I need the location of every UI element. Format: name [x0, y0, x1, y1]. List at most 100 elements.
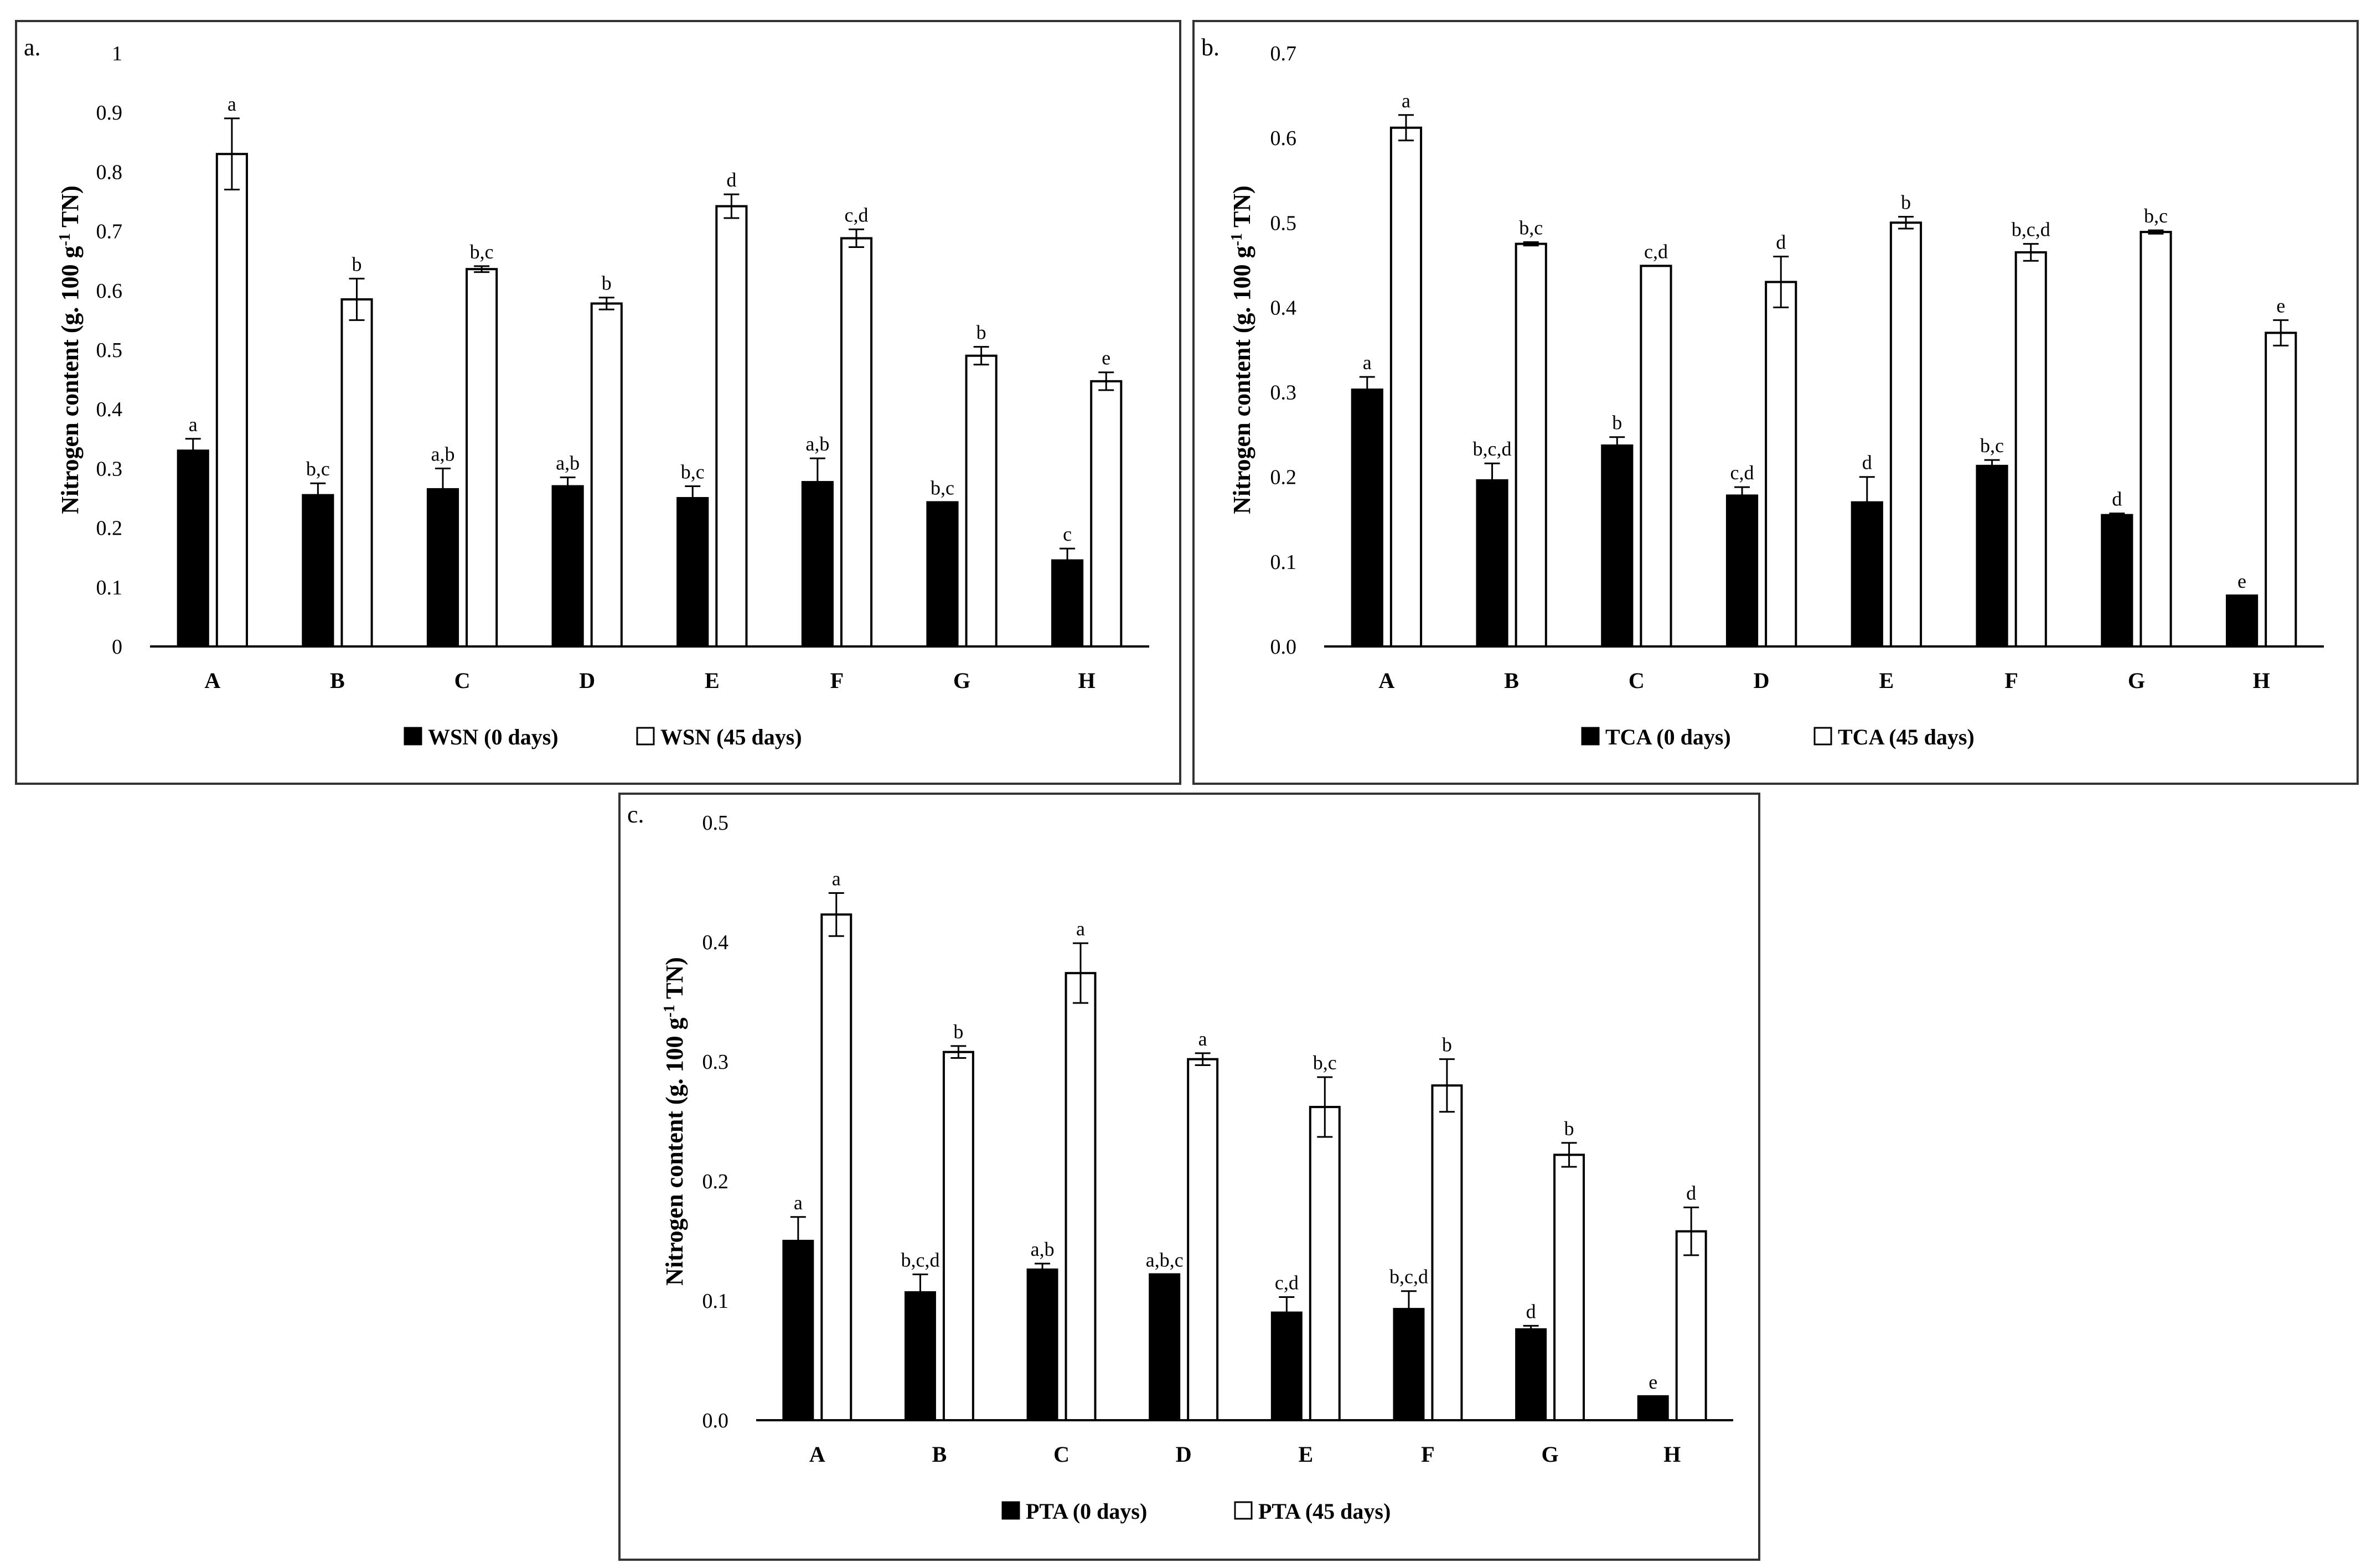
bar-d-series-1	[590, 302, 623, 648]
significance-letter: c	[1063, 523, 1072, 545]
significance-letter: e	[1102, 347, 1110, 369]
y-tick-label: 1	[112, 42, 122, 65]
bar-g-series-0	[1515, 1328, 1547, 1422]
legend: PTA (0 days) PTA (45 days)	[1001, 1499, 1391, 1524]
x-category-label: D	[579, 668, 595, 693]
significance-letter: a	[228, 93, 236, 115]
bar-a-series-1	[215, 153, 248, 648]
x-category-label: E	[1298, 1442, 1313, 1467]
bar-f-series-0	[801, 481, 834, 648]
significance-letter: c,d	[845, 204, 869, 226]
legend-swatch-1	[1234, 1501, 1253, 1520]
bar-f-series-1	[2014, 251, 2047, 648]
bar-g-series-0	[2101, 514, 2133, 648]
legend-swatch-1	[636, 727, 655, 746]
bar-d-series-0	[551, 485, 584, 648]
significance-letter: c,d	[1275, 1272, 1299, 1294]
x-category-label: B	[932, 1442, 947, 1467]
bar-h-series-0	[1637, 1395, 1669, 1422]
x-category-label: C	[1053, 1442, 1069, 1467]
y-tick-label: 0.6	[96, 280, 123, 303]
y-axis-title: Nitrogen content (g. 100 g-1 TN)	[1228, 185, 1256, 514]
x-category-label: G	[953, 668, 970, 693]
chart-panel-c: c. 0.0 0.1 0.2 0.3 0.4 0.5 Nitrogen content (g.…	[618, 793, 1760, 1561]
significance-letter: d	[726, 169, 736, 191]
y-tick-label: 0.7	[1270, 42, 1297, 65]
y-tick-label: 0.5	[96, 339, 123, 362]
significance-letter: b	[352, 253, 362, 275]
significance-letter: a	[1402, 90, 1410, 112]
y-tick-label: 0.2	[96, 517, 123, 540]
significance-letter: b,c	[1980, 434, 2004, 457]
significance-letter: b,c,d	[1473, 438, 1512, 460]
x-category-label: C	[1629, 668, 1645, 693]
significance-letter: b	[1901, 192, 1911, 214]
x-category-label: H	[1078, 668, 1096, 693]
significance-letter: c,d	[1644, 240, 1668, 262]
bar-a-series-1	[1389, 126, 1423, 648]
bar-b-series-0	[904, 1291, 936, 1421]
significance-letter: b,c,d	[2012, 219, 2050, 241]
bar-h-series-1	[2265, 332, 2297, 648]
bar-a-series-0	[1351, 388, 1383, 648]
x-category-label: H	[2253, 668, 2270, 693]
bar-a-series-1	[820, 913, 852, 1421]
y-tick-label: 0.5	[1270, 211, 1297, 235]
y-tick-label: 0.1	[702, 1290, 729, 1313]
x-category-label: E	[705, 668, 720, 693]
significance-letter: b,c	[931, 477, 954, 499]
y-tick-label: 0	[112, 635, 122, 659]
significance-letter: a	[1363, 351, 1372, 374]
y-axis-title: Nitrogen content (g. 100 g-1 TN)	[56, 185, 84, 514]
y-tick-label: 0.3	[1270, 381, 1297, 405]
significance-letter: b	[1442, 1034, 1452, 1056]
x-category-label: A	[204, 668, 220, 693]
bar-h-series-0	[2225, 594, 2259, 648]
chart-panel-a: a. 0 0.1 0.2 0.3 0.4 0.5 0.6 0.7 0.8 0.9 1 Nitrogen …	[15, 20, 1181, 785]
panel-label-b: b.	[1201, 34, 1219, 61]
significance-letter: b	[1564, 1117, 1574, 1140]
significance-letter: a	[1076, 918, 1085, 940]
x-category-label: E	[1879, 668, 1894, 693]
x-category-label: D	[1176, 1442, 1192, 1467]
bar-f-series-1	[840, 237, 873, 648]
y-tick-label: 0.8	[96, 161, 123, 184]
y-tick-label: 0.2	[702, 1170, 729, 1193]
chart-b-svg: b. 0.0 0.1 0.2 0.3 0.4 0.5 0.6 0.7 Nitrogen conte…	[1201, 34, 2324, 749]
significance-letter: d	[1686, 1182, 1696, 1204]
significance-letter: b	[602, 272, 612, 294]
significance-letter: a	[794, 1192, 803, 1214]
significance-letter: a,b	[556, 452, 580, 474]
significance-letter: b,c,d	[1389, 1266, 1428, 1288]
y-tick-label: 0.3	[702, 1050, 729, 1074]
y-tick-label: 0.1	[96, 576, 123, 599]
y-tick-label: 0.5	[702, 811, 729, 835]
bar-d-series-0	[1725, 494, 1759, 648]
x-category-label: F	[1421, 1442, 1434, 1467]
significance-letter: d	[1526, 1300, 1536, 1322]
significance-letter: b,c,d	[901, 1249, 939, 1271]
bar-b-series-1	[340, 298, 373, 648]
y-tick-label: 0.0	[1270, 635, 1297, 659]
x-category-label: A	[809, 1442, 825, 1467]
bar-d-series-0	[1149, 1273, 1181, 1421]
legend-label-0: WSN (0 days)	[428, 725, 559, 749]
chart-a-svg: a. 0 0.1 0.2 0.3 0.4 0.5 0.6 0.7 0.8 0.9 1 Nitrogen …	[24, 34, 1149, 749]
y-tick-label: 0.4	[96, 398, 123, 421]
bar-e-series-1	[715, 205, 748, 648]
bar-b-series-0	[302, 494, 334, 648]
significance-letter: b	[976, 322, 986, 344]
x-category-label: F	[2004, 668, 2018, 693]
legend-swatch-0	[404, 727, 422, 746]
significance-letter: b,c	[2144, 205, 2168, 227]
x-category-label: A	[1378, 668, 1394, 693]
significance-letter: d	[1862, 452, 1872, 474]
legend: TCA (0 days) TCA (45 days)	[1581, 725, 1975, 749]
bar-f-series-0	[1976, 464, 2008, 648]
bar-d-series-1	[1765, 281, 1797, 648]
significance-letter: b,c	[470, 241, 494, 263]
bar-f-series-1	[1431, 1084, 1463, 1421]
legend-label-0: TCA (0 days)	[1605, 725, 1731, 749]
bar-h-series-1	[1675, 1230, 1707, 1421]
x-category-label: D	[1754, 668, 1770, 693]
